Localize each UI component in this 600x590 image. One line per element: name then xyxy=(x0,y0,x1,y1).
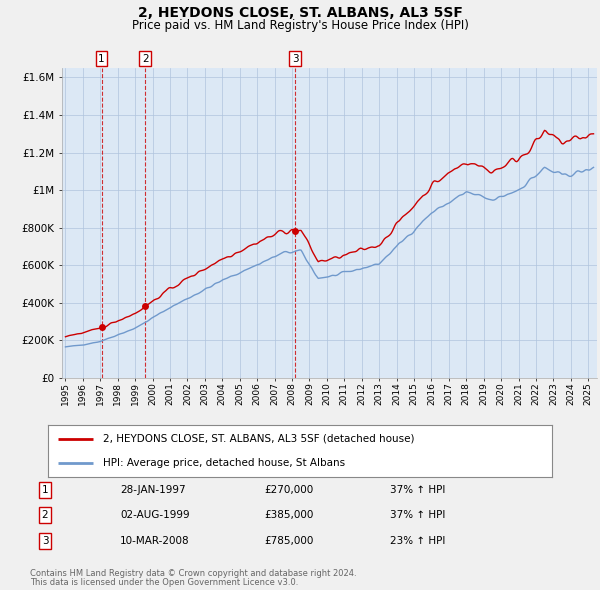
Text: 37% ↑ HPI: 37% ↑ HPI xyxy=(390,485,445,495)
Text: £270,000: £270,000 xyxy=(264,485,313,495)
Text: £785,000: £785,000 xyxy=(264,536,313,546)
Text: HPI: Average price, detached house, St Albans: HPI: Average price, detached house, St A… xyxy=(103,458,346,468)
Text: £385,000: £385,000 xyxy=(264,510,313,520)
Text: 2: 2 xyxy=(142,54,149,64)
Text: Contains HM Land Registry data © Crown copyright and database right 2024.: Contains HM Land Registry data © Crown c… xyxy=(30,569,356,578)
Text: This data is licensed under the Open Government Licence v3.0.: This data is licensed under the Open Gov… xyxy=(30,578,298,587)
Text: 37% ↑ HPI: 37% ↑ HPI xyxy=(390,510,445,520)
Text: 1: 1 xyxy=(41,485,49,495)
Text: 3: 3 xyxy=(292,54,299,64)
Text: 23% ↑ HPI: 23% ↑ HPI xyxy=(390,536,445,546)
Text: 2: 2 xyxy=(41,510,49,520)
Text: 10-MAR-2008: 10-MAR-2008 xyxy=(120,536,190,546)
Text: 1: 1 xyxy=(98,54,105,64)
Text: 02-AUG-1999: 02-AUG-1999 xyxy=(120,510,190,520)
Text: 2, HEYDONS CLOSE, ST. ALBANS, AL3 5SF: 2, HEYDONS CLOSE, ST. ALBANS, AL3 5SF xyxy=(137,6,463,20)
Text: 28-JAN-1997: 28-JAN-1997 xyxy=(120,485,185,495)
Text: 2, HEYDONS CLOSE, ST. ALBANS, AL3 5SF (detached house): 2, HEYDONS CLOSE, ST. ALBANS, AL3 5SF (d… xyxy=(103,434,415,444)
Text: 3: 3 xyxy=(41,536,49,546)
Text: Price paid vs. HM Land Registry's House Price Index (HPI): Price paid vs. HM Land Registry's House … xyxy=(131,19,469,32)
